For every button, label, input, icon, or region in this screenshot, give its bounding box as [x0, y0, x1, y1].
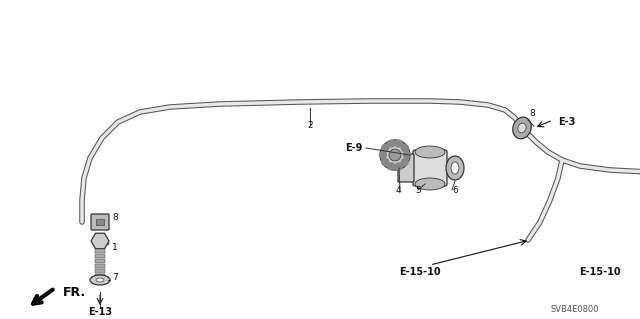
FancyBboxPatch shape: [413, 150, 447, 186]
Text: 4: 4: [396, 186, 401, 195]
FancyBboxPatch shape: [398, 154, 414, 182]
Text: 5: 5: [415, 186, 421, 195]
Bar: [95, 269, 105, 272]
Text: 6: 6: [452, 186, 458, 195]
Text: 8: 8: [112, 213, 118, 222]
Bar: [95, 249, 105, 253]
Bar: [95, 254, 105, 257]
Text: SVB4E0800: SVB4E0800: [551, 306, 599, 315]
Text: 1: 1: [112, 243, 118, 253]
Text: E-13: E-13: [88, 307, 112, 317]
Circle shape: [401, 145, 408, 152]
Bar: [95, 259, 105, 263]
Circle shape: [388, 163, 395, 170]
Circle shape: [401, 159, 408, 166]
Text: E-15-10: E-15-10: [399, 267, 441, 277]
Circle shape: [389, 149, 401, 161]
Circle shape: [380, 152, 387, 159]
Ellipse shape: [518, 123, 526, 133]
Text: 2: 2: [307, 121, 313, 130]
Text: E-3: E-3: [558, 117, 575, 127]
Text: 7: 7: [112, 273, 118, 283]
FancyBboxPatch shape: [96, 219, 104, 225]
Ellipse shape: [415, 178, 445, 190]
Circle shape: [380, 140, 410, 170]
Circle shape: [396, 140, 402, 147]
Bar: [95, 274, 105, 278]
Text: 8: 8: [529, 109, 535, 118]
Text: E-9: E-9: [344, 143, 362, 153]
Ellipse shape: [513, 117, 531, 139]
Circle shape: [396, 163, 402, 170]
Circle shape: [382, 145, 388, 152]
Circle shape: [382, 159, 388, 166]
Ellipse shape: [446, 156, 464, 180]
FancyBboxPatch shape: [91, 214, 109, 230]
Bar: [95, 264, 105, 268]
Circle shape: [403, 152, 410, 159]
Ellipse shape: [96, 278, 104, 282]
Ellipse shape: [451, 162, 459, 174]
Circle shape: [388, 140, 395, 147]
Ellipse shape: [90, 275, 110, 285]
Text: FR.: FR.: [63, 286, 86, 299]
Text: E-15-10: E-15-10: [579, 267, 621, 277]
Ellipse shape: [415, 146, 445, 158]
